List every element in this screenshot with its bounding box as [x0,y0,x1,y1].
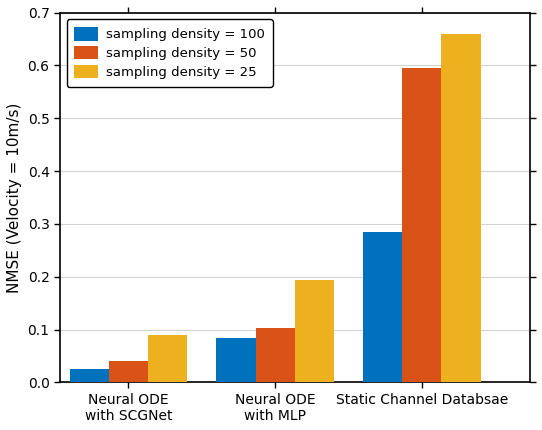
Bar [70,369,109,382]
Bar [441,34,481,382]
Bar [402,68,441,382]
Y-axis label: NMSE (Velocity = 10m/s): NMSE (Velocity = 10m/s) [7,102,22,293]
Bar [148,335,187,382]
Bar [256,328,295,382]
Legend: sampling density = 100, sampling density = 50, sampling density = 25: sampling density = 100, sampling density… [67,19,273,87]
Bar [363,232,402,382]
Bar [109,361,148,382]
Bar [216,338,256,382]
Bar [295,280,334,382]
